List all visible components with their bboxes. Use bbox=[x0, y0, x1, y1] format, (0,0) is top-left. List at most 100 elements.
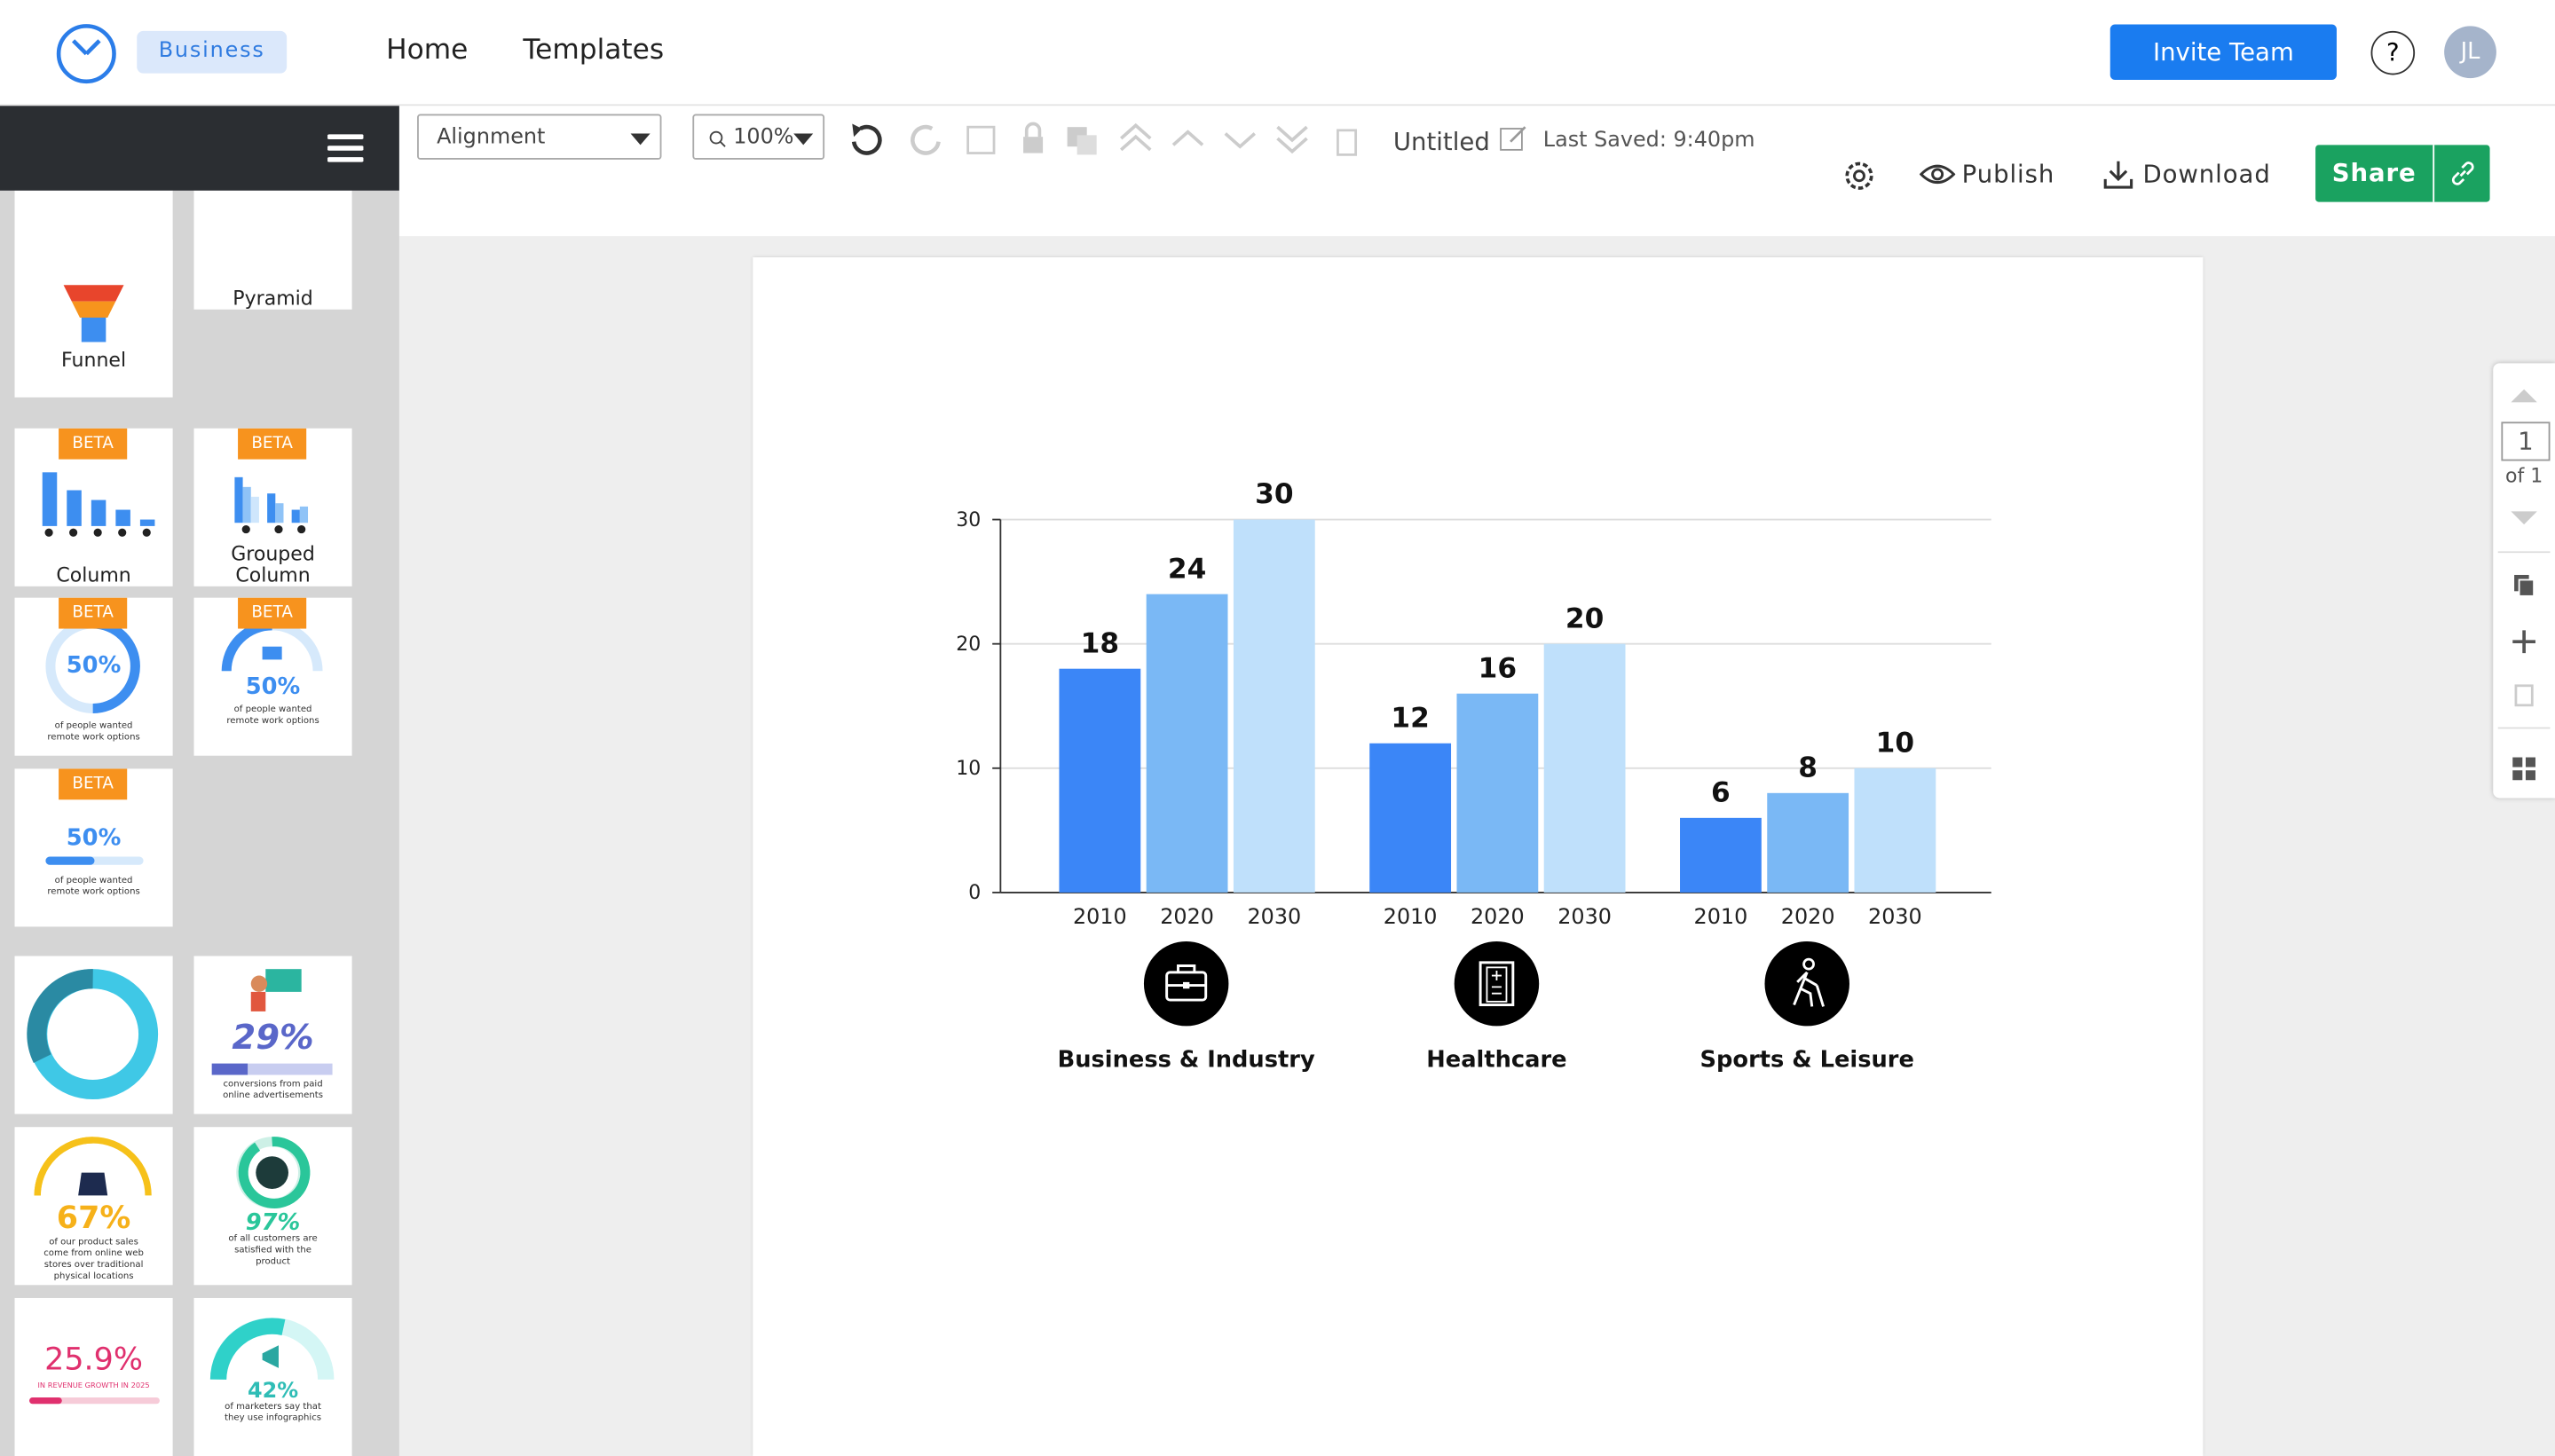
beta-badge: BETA bbox=[59, 428, 128, 460]
share-text: Share bbox=[2331, 158, 2417, 188]
thumbnail-caption: of all customers are satisfied with the … bbox=[228, 1234, 318, 1268]
alignment-text: Alignment bbox=[437, 125, 546, 150]
category-label: Healthcare bbox=[1426, 1046, 1566, 1073]
avatar[interactable]: JL bbox=[2444, 26, 2496, 79]
publish-button[interactable]: Publish bbox=[1961, 159, 2055, 189]
thumbnail-art bbox=[211, 969, 333, 1075]
canvas-page: 0 10 20 30 18 2010 24 2020 30 2030 Business & Indu… bbox=[753, 257, 2204, 1456]
category-icon bbox=[1793, 957, 1825, 1007]
category-icon bbox=[1479, 961, 1515, 1007]
sidebar: 3D PiePyramidFunnelBETAColumnBETAGrouped… bbox=[0, 106, 399, 1456]
y-tick-label: 30 bbox=[956, 509, 981, 531]
thumbnail-art bbox=[27, 969, 159, 1100]
bar bbox=[1233, 519, 1315, 893]
series-label: 2010 bbox=[1694, 904, 1748, 929]
nav-home[interactable]: Home bbox=[386, 34, 469, 67]
template-card[interactable]: BETA 50% of people wanted remote work opti… bbox=[193, 597, 352, 756]
thumbnail-stat: 29% bbox=[232, 1018, 314, 1058]
thumbnail-caption: of people wanted remote work options bbox=[47, 721, 140, 744]
settings-icon[interactable] bbox=[1841, 158, 1877, 193]
bar bbox=[1543, 643, 1626, 893]
bar bbox=[1146, 594, 1228, 893]
template-card[interactable]: 63% bbox=[14, 956, 173, 1114]
series-label: 2020 bbox=[1471, 904, 1525, 929]
bar bbox=[1680, 817, 1762, 893]
template-label: Funnel bbox=[61, 348, 127, 372]
series-label: 2020 bbox=[1160, 904, 1214, 929]
series-label: 2010 bbox=[1073, 904, 1127, 929]
thumbnail-stat: 42% bbox=[247, 1379, 299, 1405]
template-card[interactable]: Funnel bbox=[14, 239, 173, 397]
invite-button[interactable]: Invite Team bbox=[2109, 24, 2337, 80]
beta-badge: BETA bbox=[238, 428, 307, 460]
value-label: 30 bbox=[1255, 478, 1293, 510]
template-card[interactable]: BETA Grouped Column bbox=[193, 428, 352, 586]
thumbnail-stat: 50% bbox=[66, 825, 122, 853]
edit-icons[interactable] bbox=[848, 119, 1369, 161]
thumbnail-caption: of people wanted remote work options bbox=[47, 876, 140, 898]
y-tick-label: 0 bbox=[968, 882, 981, 904]
help-button[interactable]: ? bbox=[2370, 30, 2416, 75]
thumbnail-art bbox=[63, 285, 124, 342]
thumbnail-stat: 67% bbox=[56, 1200, 131, 1237]
nav-templates[interactable]: Templates bbox=[523, 34, 665, 67]
doc-title[interactable]: Untitled bbox=[1392, 127, 1490, 157]
thumbnail-art bbox=[42, 472, 155, 537]
bar bbox=[1854, 767, 1936, 893]
template-card[interactable]: 25.9% IN REVENUE GROWTH IN 2025 bbox=[14, 1297, 173, 1456]
thumbnail-stat: 97% bbox=[245, 1209, 301, 1237]
series-label: 2030 bbox=[1247, 904, 1301, 929]
bar bbox=[1767, 792, 1849, 893]
thumbnail-stat: 63% bbox=[66, 1020, 122, 1048]
top-bar: Business Home Templates Invite Team ? JL bbox=[0, 0, 2555, 106]
last-saved: Last Saved: 9:40pm bbox=[1542, 129, 1755, 153]
category-label: Sports & Leisure bbox=[1700, 1046, 1914, 1073]
page-number[interactable]: 1 bbox=[2501, 421, 2551, 461]
logo[interactable] bbox=[54, 20, 119, 84]
series-label: 2010 bbox=[1384, 904, 1438, 929]
template-card[interactable]: BETA 50% of people wanted remote work opti… bbox=[14, 768, 173, 927]
thumbnail-caption: of our product sales come from online we… bbox=[43, 1238, 144, 1282]
template-label: Pyramid bbox=[233, 287, 313, 310]
template-card[interactable]: 29% conversions from paid online advertis… bbox=[193, 956, 352, 1114]
category-icon-bg bbox=[1764, 940, 1849, 1027]
page-panel: 1 of 1 bbox=[2493, 363, 2555, 799]
value-label: 18 bbox=[1081, 627, 1119, 659]
template-card[interactable]: BETA 50% of people wanted remote work opti… bbox=[14, 597, 173, 756]
value-label: 24 bbox=[1168, 553, 1206, 585]
share-button[interactable]: Share bbox=[2315, 145, 2490, 202]
template-card[interactable]: 97% of all customers are satisfied with t… bbox=[193, 1127, 352, 1286]
zoom-text: 100% bbox=[733, 125, 794, 150]
template-card[interactable]: BETA Column bbox=[14, 428, 173, 586]
page-actions[interactable] bbox=[2493, 549, 2555, 793]
beta-badge: BETA bbox=[238, 597, 307, 629]
zoom-select[interactable]: 100% bbox=[692, 114, 825, 160]
beta-badge: BETA bbox=[59, 768, 128, 800]
download-button[interactable]: Download bbox=[2142, 159, 2271, 189]
bar bbox=[1456, 693, 1539, 893]
thumbnail-art bbox=[234, 476, 309, 534]
value-label: 16 bbox=[1479, 652, 1517, 684]
value-label: 8 bbox=[1798, 752, 1818, 783]
thumbnail-caption: conversions from paid online advertiseme… bbox=[223, 1080, 323, 1101]
series-label: 2030 bbox=[1868, 904, 1922, 929]
thumbnail-stat: 25.9% bbox=[44, 1342, 143, 1378]
sidebar-header bbox=[0, 106, 399, 191]
template-card[interactable]: 42% of marketers say that they use infogr… bbox=[193, 1297, 352, 1456]
page-count: of 1 bbox=[2504, 464, 2543, 487]
category-label: Business & Industry bbox=[1058, 1046, 1315, 1073]
template-card[interactable]: 67% of our product sales come from online… bbox=[14, 1127, 173, 1286]
alignment-select[interactable]: Alignment bbox=[417, 114, 662, 160]
thumbnail-caption: of people wanted remote work options bbox=[226, 704, 319, 727]
thumbnail-art bbox=[236, 1137, 311, 1209]
value-label: 10 bbox=[1876, 727, 1914, 759]
template-label: Column bbox=[56, 563, 131, 586]
category-icon bbox=[1165, 964, 1208, 1002]
menu-button[interactable] bbox=[327, 132, 364, 165]
series-label: 2030 bbox=[1557, 904, 1612, 929]
value-label: 6 bbox=[1711, 776, 1731, 808]
thumbnail-art bbox=[209, 1318, 335, 1381]
y-tick-label: 20 bbox=[956, 634, 981, 656]
